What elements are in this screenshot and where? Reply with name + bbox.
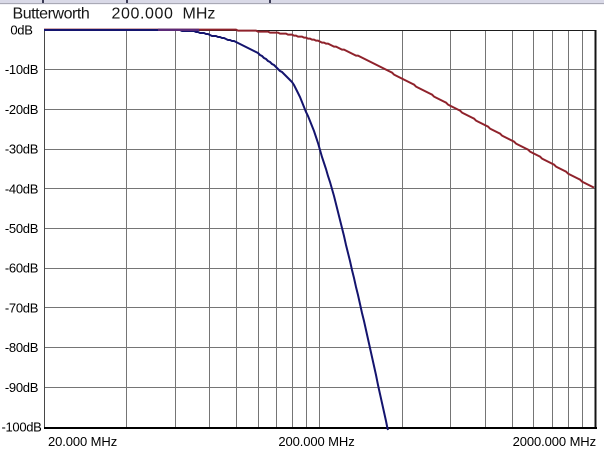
- svg-text:-30dB: -30dB: [5, 142, 38, 157]
- svg-text:-80dB: -80dB: [5, 340, 38, 355]
- svg-text:-60dB: -60dB: [5, 261, 38, 276]
- svg-text:2000.000 MHz: 2000.000 MHz: [513, 434, 596, 449]
- svg-text:-70dB: -70dB: [5, 300, 38, 315]
- svg-text:-90dB: -90dB: [5, 380, 38, 395]
- svg-text:-10dB: -10dB: [5, 62, 38, 77]
- svg-text:-40dB: -40dB: [5, 181, 38, 196]
- svg-text:20.000 MHz: 20.000 MHz: [48, 434, 117, 449]
- svg-text:-100dB: -100dB: [1, 420, 41, 435]
- svg-text:200.000 MHz: 200.000 MHz: [278, 434, 354, 449]
- svg-text:MHz: MHz: [183, 6, 216, 23]
- svg-text:0dB: 0dB: [10, 23, 32, 38]
- svg-text:-50dB: -50dB: [5, 221, 38, 236]
- svg-text:200.000: 200.000: [112, 6, 174, 23]
- svg-text:-20dB: -20dB: [5, 102, 38, 117]
- svg-text:Butterworth: Butterworth: [13, 6, 90, 23]
